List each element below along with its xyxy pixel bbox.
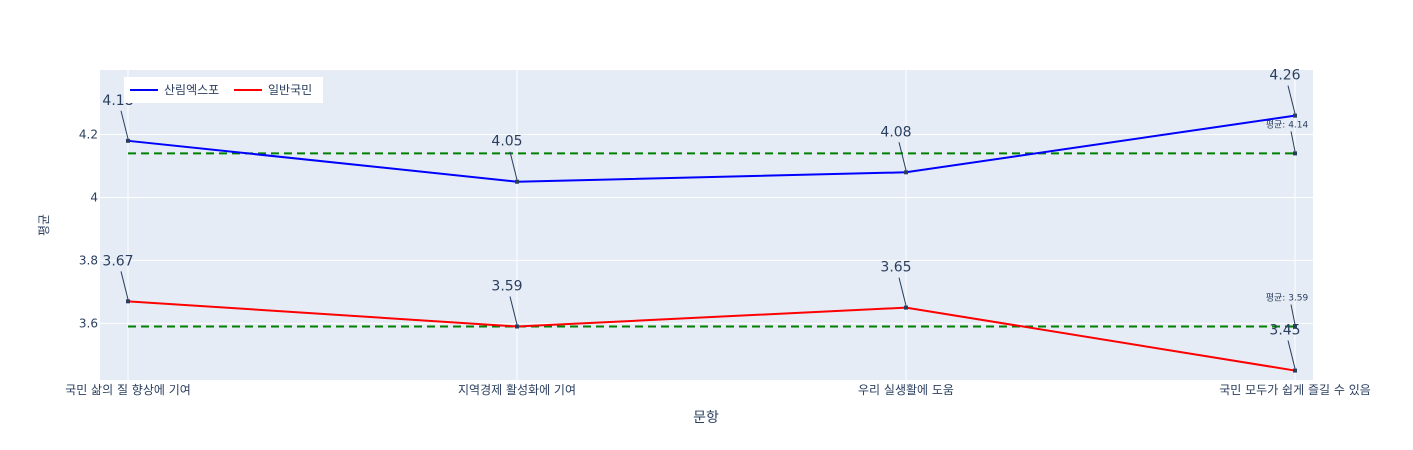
x-ticks: 국민 삶의 질 향상에 기여 지역경제 활성화에 기여 우리 실생활에 도움 국민 모… [65, 383, 1371, 397]
annotation-arrow [1287, 340, 1296, 369]
data-point [1293, 368, 1297, 373]
annotation-arrow [1287, 85, 1296, 114]
annotation-arrow [898, 142, 907, 171]
annotation-arrow [509, 151, 518, 180]
data-point [904, 305, 908, 310]
data-label: 3.65 [880, 260, 911, 276]
grid [100, 70, 1313, 380]
average-marker [1293, 151, 1297, 156]
series-line [127, 300, 1296, 372]
x-tick-label: 국민 삶의 질 향상에 기여 [65, 383, 191, 397]
x-axis-title: 문항 [693, 410, 719, 426]
y-axis-title: 평균 [37, 214, 51, 236]
data-point [515, 179, 519, 184]
data-point [126, 138, 130, 143]
data-label: 4.26 [1269, 68, 1300, 84]
legend[interactable]: 산림엑스포 일반국민 [124, 77, 323, 103]
legend-item-label: 일반국민 [268, 83, 312, 97]
data-label: 4.08 [880, 124, 911, 140]
data-point [515, 324, 519, 329]
data-point [1293, 113, 1297, 118]
data-label: 3.59 [491, 278, 522, 294]
x-tick-label: 우리 실생활에 도움 [858, 383, 954, 397]
average-label: 평균: 3.59 [1266, 292, 1309, 303]
annotation-arrow [120, 271, 129, 300]
average-marker [1293, 324, 1297, 329]
y-tick-label: 4 [90, 190, 98, 204]
data-point [126, 299, 130, 304]
annotation-arrow [509, 296, 518, 325]
y-tick-label: 3.8 [79, 253, 98, 267]
average-label: 평균: 4.14 [1266, 119, 1309, 130]
series-lines [127, 114, 1296, 372]
annotation-arrow [1290, 131, 1296, 152]
y-tick-label: 4.2 [79, 128, 98, 142]
annotation-arrow [898, 277, 907, 306]
data-label: 4.05 [491, 134, 522, 150]
plot-background [100, 70, 1313, 380]
y-tick-label: 3.6 [79, 316, 98, 330]
data-label: 3.67 [102, 253, 133, 269]
legend-item-label: 산림엑스포 [164, 83, 219, 97]
series-line [127, 114, 1296, 183]
data-label: 3.45 [1269, 323, 1300, 339]
annotation-arrow [120, 110, 129, 139]
x-tick-label: 지역경제 활성화에 기여 [458, 383, 576, 397]
data-point [904, 170, 908, 175]
x-tick-label: 국민 모두가 쉽게 즐길 수 있음 [1219, 383, 1371, 397]
y-ticks: 3.6 3.8 4 4.2 [79, 128, 98, 331]
annotation-arrow [1290, 304, 1296, 325]
